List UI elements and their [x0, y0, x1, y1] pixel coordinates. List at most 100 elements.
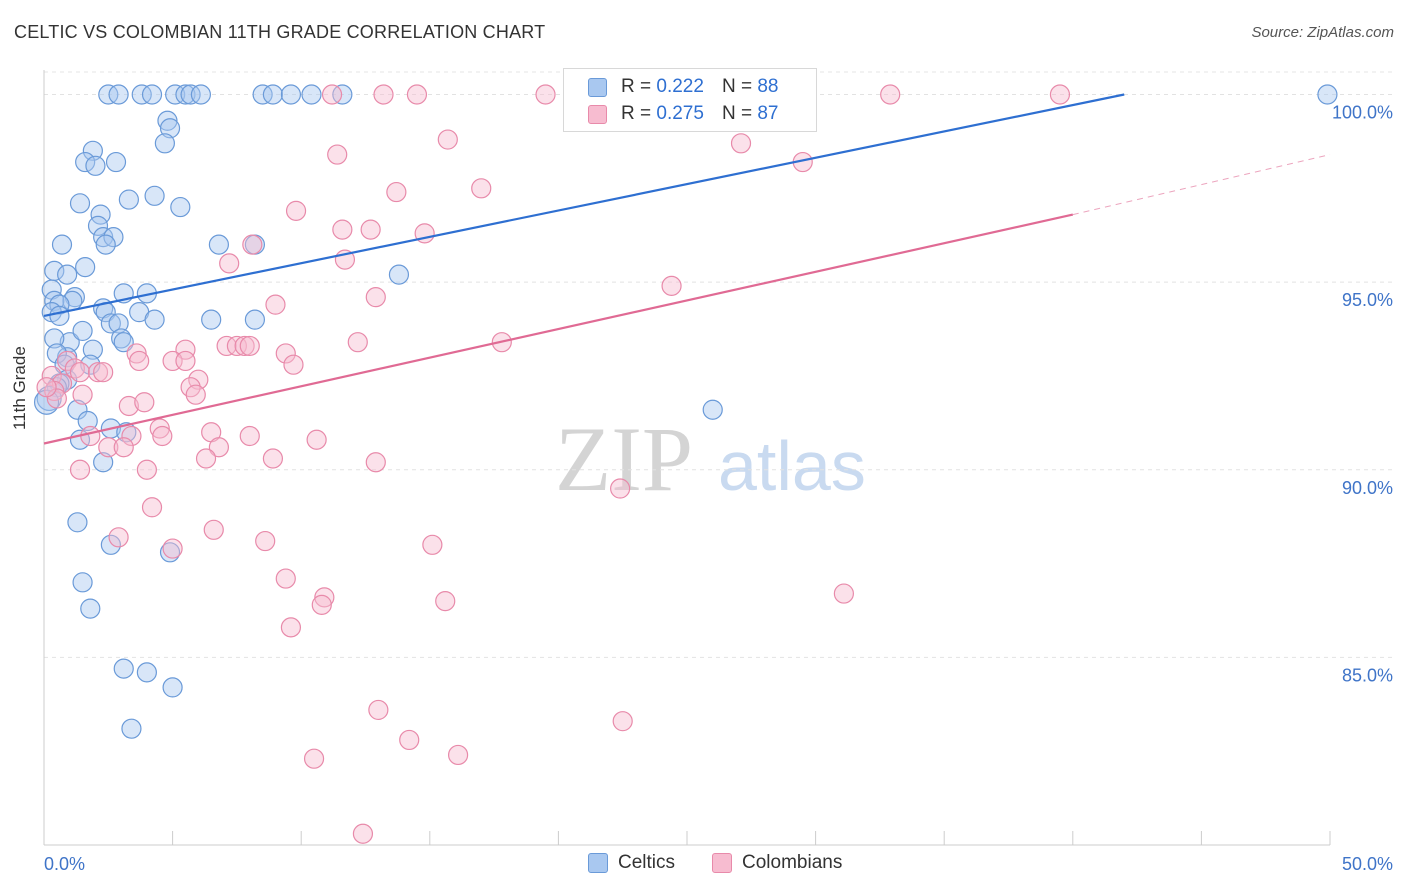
celtics-point [118, 189, 139, 210]
celtics-point [75, 151, 96, 173]
y-tick-label: 95.0% [1342, 290, 1393, 310]
colombians-point [129, 350, 150, 372]
celtics-point [80, 354, 101, 375]
stats-row-celtics: R = 0.222 N = 88 [588, 75, 778, 99]
celtics-point [82, 339, 103, 360]
celtics-point [159, 118, 181, 139]
celtics-point [136, 662, 157, 683]
celtics-point [244, 309, 266, 330]
celtics-point [144, 185, 165, 206]
legend-item-colombians[interactable]: Colombians [712, 852, 842, 874]
celtics-point [87, 215, 109, 236]
celtics-point [113, 658, 134, 679]
colombians-point [152, 425, 173, 447]
celtics-trend-line [43, 93, 1125, 317]
celtics-point [69, 193, 91, 214]
celtics-point [388, 264, 410, 285]
celtics-point [702, 399, 723, 420]
celtics-point [157, 110, 178, 131]
colombians-point [311, 594, 332, 615]
colombians-point [118, 395, 139, 417]
celtics-point [57, 264, 78, 285]
colombians-point [72, 384, 93, 405]
celtics-point [51, 234, 73, 255]
celtics-point [159, 542, 181, 563]
colombians-point [219, 253, 240, 274]
colombians-point [126, 343, 147, 364]
r-value: 0.222 [656, 76, 704, 97]
colombians-point [98, 437, 119, 458]
celtics-point [77, 410, 98, 432]
stats-row-colombians: R = 0.275 N = 87 [588, 102, 778, 126]
colombians-point [175, 350, 196, 372]
colombians-point [51, 373, 73, 394]
colombians-point [108, 527, 129, 548]
celtics-legend-label: Celtics [618, 852, 676, 873]
watermark-zip: ZIP [555, 408, 693, 510]
celtics-point [252, 84, 273, 105]
celtics-point [121, 718, 142, 739]
r-label: R = [621, 76, 652, 97]
celtics-point [190, 84, 211, 105]
celtics-point [80, 598, 101, 619]
watermark-atlas: atlas [718, 427, 866, 505]
colombians-point [242, 234, 263, 255]
colombians-point [46, 388, 67, 409]
x-tick-label-left: 0.0% [44, 854, 85, 874]
colombians-point [255, 530, 276, 552]
tick-labels: 100.0% 95.0% 90.0% 85.0% 0.0% 50.0% [44, 103, 1393, 874]
colombians-point [399, 729, 420, 751]
colombians-legend-swatch [712, 853, 732, 873]
colombians-point [69, 459, 91, 480]
celtics-point [44, 328, 65, 349]
colombians-point [833, 583, 854, 604]
colombians-swatch [588, 104, 607, 124]
celtics-point [85, 155, 106, 176]
colombians-point [275, 343, 296, 364]
colombians-point [203, 519, 224, 540]
colombians-point [208, 437, 229, 458]
celtics-point [103, 227, 124, 248]
celtics-point [33, 389, 60, 415]
celtics-point [111, 328, 132, 349]
celtics-legend-swatch [588, 853, 608, 873]
celtics-point [162, 677, 183, 698]
colombians-point [365, 452, 386, 473]
colombians-point [121, 425, 142, 447]
colombians-point [285, 200, 307, 221]
celtics-point [175, 84, 196, 105]
axes [43, 70, 1331, 846]
source-label: Source: ZipAtlas.com [1251, 24, 1394, 41]
colombians-point [332, 219, 353, 240]
colombians-point [216, 335, 237, 357]
y-tick-label: 100.0% [1332, 103, 1393, 123]
celtics-point [131, 84, 152, 105]
celtics-point [100, 313, 121, 334]
legend-item-celtics[interactable]: Celtics [588, 852, 675, 874]
colombians-point [437, 129, 458, 150]
grid-lines [44, 71, 1392, 658]
colombians-point [610, 478, 631, 499]
colombians-point [386, 181, 407, 203]
colombians-point [134, 392, 155, 413]
celtics-point [332, 84, 353, 105]
celtics-point [141, 84, 163, 105]
r-value: 0.275 [656, 103, 704, 124]
colombians-point [239, 335, 260, 357]
celtics-point [180, 84, 201, 105]
n-label: N = [721, 76, 753, 97]
colombians-point [321, 84, 343, 105]
colombians-point [113, 437, 134, 458]
celtics-point [105, 151, 127, 173]
colombians-point [435, 590, 456, 612]
colombians-point [661, 275, 682, 296]
celtics-point [49, 305, 70, 327]
colombians-point [262, 448, 284, 469]
colombians-point [327, 144, 348, 165]
colombians-point [422, 534, 443, 555]
celtics-point [72, 320, 93, 342]
stats-legend: R = 0.222 N = 88 R = 0.275 N = 87 [563, 68, 817, 132]
colombians-point [41, 365, 62, 387]
colombians-point [365, 287, 386, 308]
celtics-point [75, 257, 96, 278]
